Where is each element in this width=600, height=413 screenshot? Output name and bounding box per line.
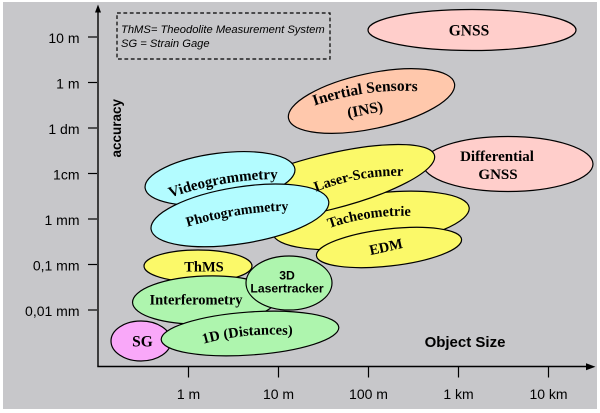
svg-text:0,1 mm: 0,1 mm [33,258,80,274]
svg-text:Object Size: Object Size [425,334,506,351]
svg-text:Interferometry: Interferometry [149,293,243,309]
svg-text:Differential: Differential [460,149,534,165]
svg-text:Lasertracker: Lasertracker [250,282,323,296]
svg-text:ThMS= Theodolite Measurement S: ThMS= Theodolite Measurement System [121,24,325,36]
svg-text:1 m: 1 m [56,76,79,92]
svg-text:10 m: 10 m [263,386,294,402]
svg-text:accuracy: accuracy [109,98,124,157]
svg-text:1 dm: 1 dm [48,121,79,137]
svg-text:1 mm: 1 mm [45,212,80,228]
svg-text:3D: 3D [279,269,295,283]
svg-text:10 m: 10 m [48,30,79,46]
svg-text:(INS): (INS) [346,98,385,122]
svg-text:1 m: 1 m [177,386,200,402]
svg-text:ThMS: ThMS [184,260,224,276]
svg-text:100 m: 100 m [349,386,388,402]
svg-text:SG: SG [132,334,153,351]
svg-text:GNSS: GNSS [449,23,490,40]
svg-text:1 km: 1 km [443,386,473,402]
svg-text:0,01 mm: 0,01 mm [25,303,79,319]
svg-text:1cm: 1cm [53,167,79,183]
svg-text:GNSS: GNSS [478,167,517,183]
svg-text:10 km: 10 km [529,386,567,402]
svg-text:SG = Strain Gage: SG = Strain Gage [121,38,210,50]
svg-text:EDM: EDM [368,236,405,259]
